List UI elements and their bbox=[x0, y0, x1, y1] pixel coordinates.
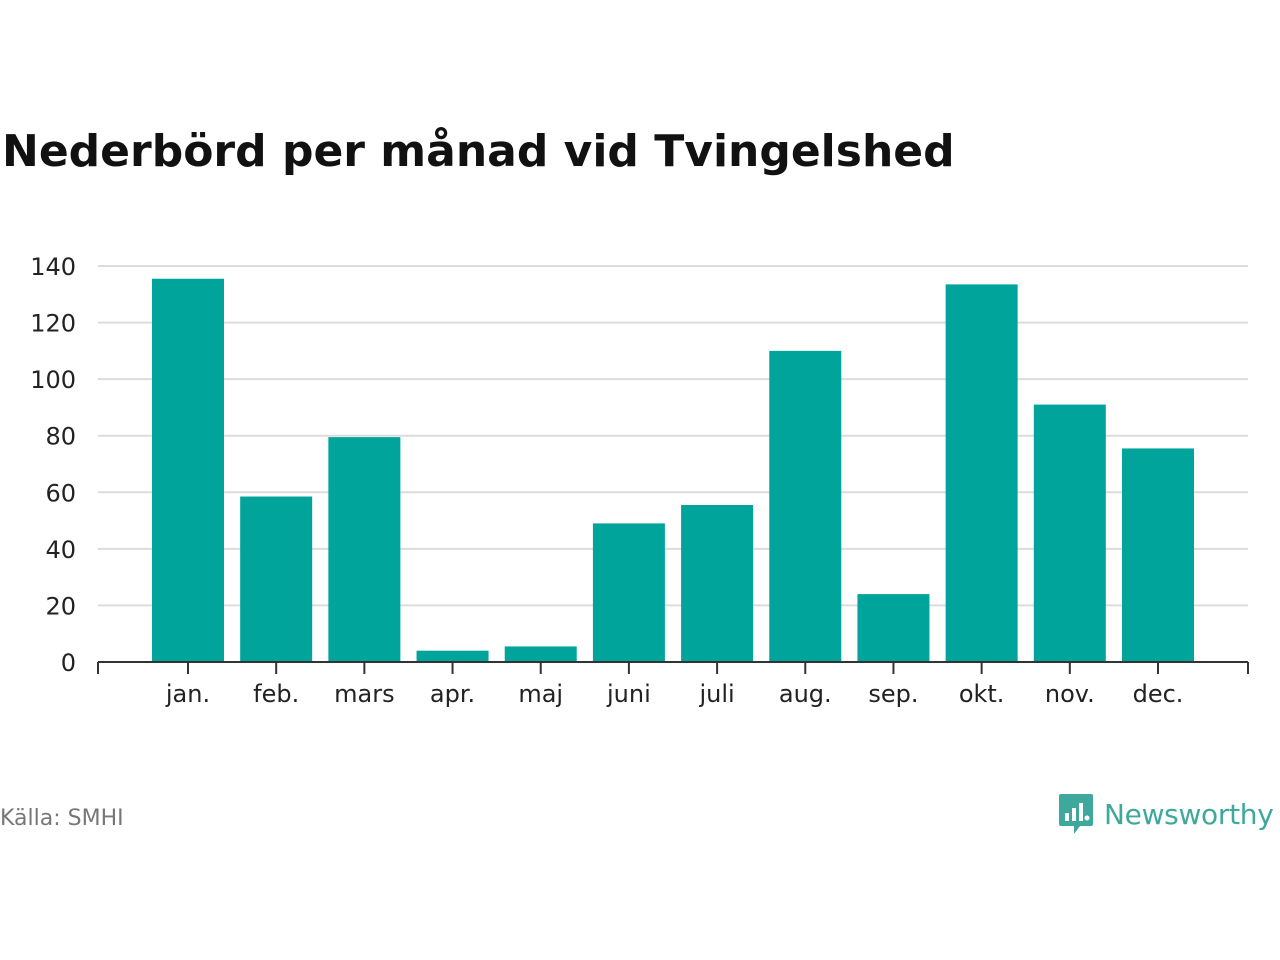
x-tick-label: apr. bbox=[430, 680, 475, 708]
y-tick-label: 80 bbox=[45, 423, 76, 451]
y-tick-label: 20 bbox=[45, 592, 76, 620]
bar bbox=[769, 350, 842, 662]
x-tick-label: feb. bbox=[253, 680, 299, 708]
x-tick-label: juli bbox=[698, 680, 734, 708]
x-tick-label: dec. bbox=[1133, 680, 1184, 708]
y-tick-label: 120 bbox=[30, 310, 76, 338]
bar bbox=[945, 284, 1018, 662]
bar bbox=[681, 505, 754, 662]
y-tick-label: 60 bbox=[45, 479, 76, 507]
y-tick-labels: 0 20 40 60 80 100 120 140 bbox=[30, 253, 76, 677]
bar bbox=[1033, 404, 1106, 662]
x-tick-labels: jan. feb. mars apr. maj juni juli aug. sep. okt. n… bbox=[165, 680, 1184, 708]
y-tick-label: 0 bbox=[61, 649, 76, 677]
x-tick-label: jan. bbox=[165, 680, 210, 708]
x-tick-label: mars bbox=[334, 680, 394, 708]
bar bbox=[504, 646, 577, 662]
x-tick-label: aug. bbox=[779, 680, 832, 708]
bar bbox=[857, 594, 930, 662]
x-tick-label: maj bbox=[518, 680, 563, 708]
chart-title: Nederbörd per månad vid Tvingelshed bbox=[2, 126, 955, 177]
bar bbox=[592, 523, 665, 662]
y-tick-label: 140 bbox=[30, 253, 76, 281]
y-tick-label: 100 bbox=[30, 366, 76, 394]
bar bbox=[328, 437, 401, 662]
x-tick-label: okt. bbox=[959, 680, 1005, 708]
bar bbox=[240, 496, 313, 662]
bar bbox=[416, 650, 489, 662]
bar bbox=[1122, 448, 1194, 662]
x-axis bbox=[97, 661, 1249, 674]
x-tick-label: juni bbox=[606, 680, 651, 708]
brand-logo: Newsworthy bbox=[1058, 792, 1274, 836]
source-note: Källa: SMHI bbox=[0, 806, 124, 831]
x-tick-label: nov. bbox=[1045, 680, 1095, 708]
bars bbox=[152, 278, 1194, 662]
y-tick-label: 40 bbox=[45, 536, 76, 564]
x-tick-label: sep. bbox=[868, 680, 918, 708]
brand-name: Newsworthy bbox=[1104, 797, 1274, 831]
newsworthy-logo-icon bbox=[1059, 794, 1093, 834]
bar bbox=[152, 278, 224, 662]
